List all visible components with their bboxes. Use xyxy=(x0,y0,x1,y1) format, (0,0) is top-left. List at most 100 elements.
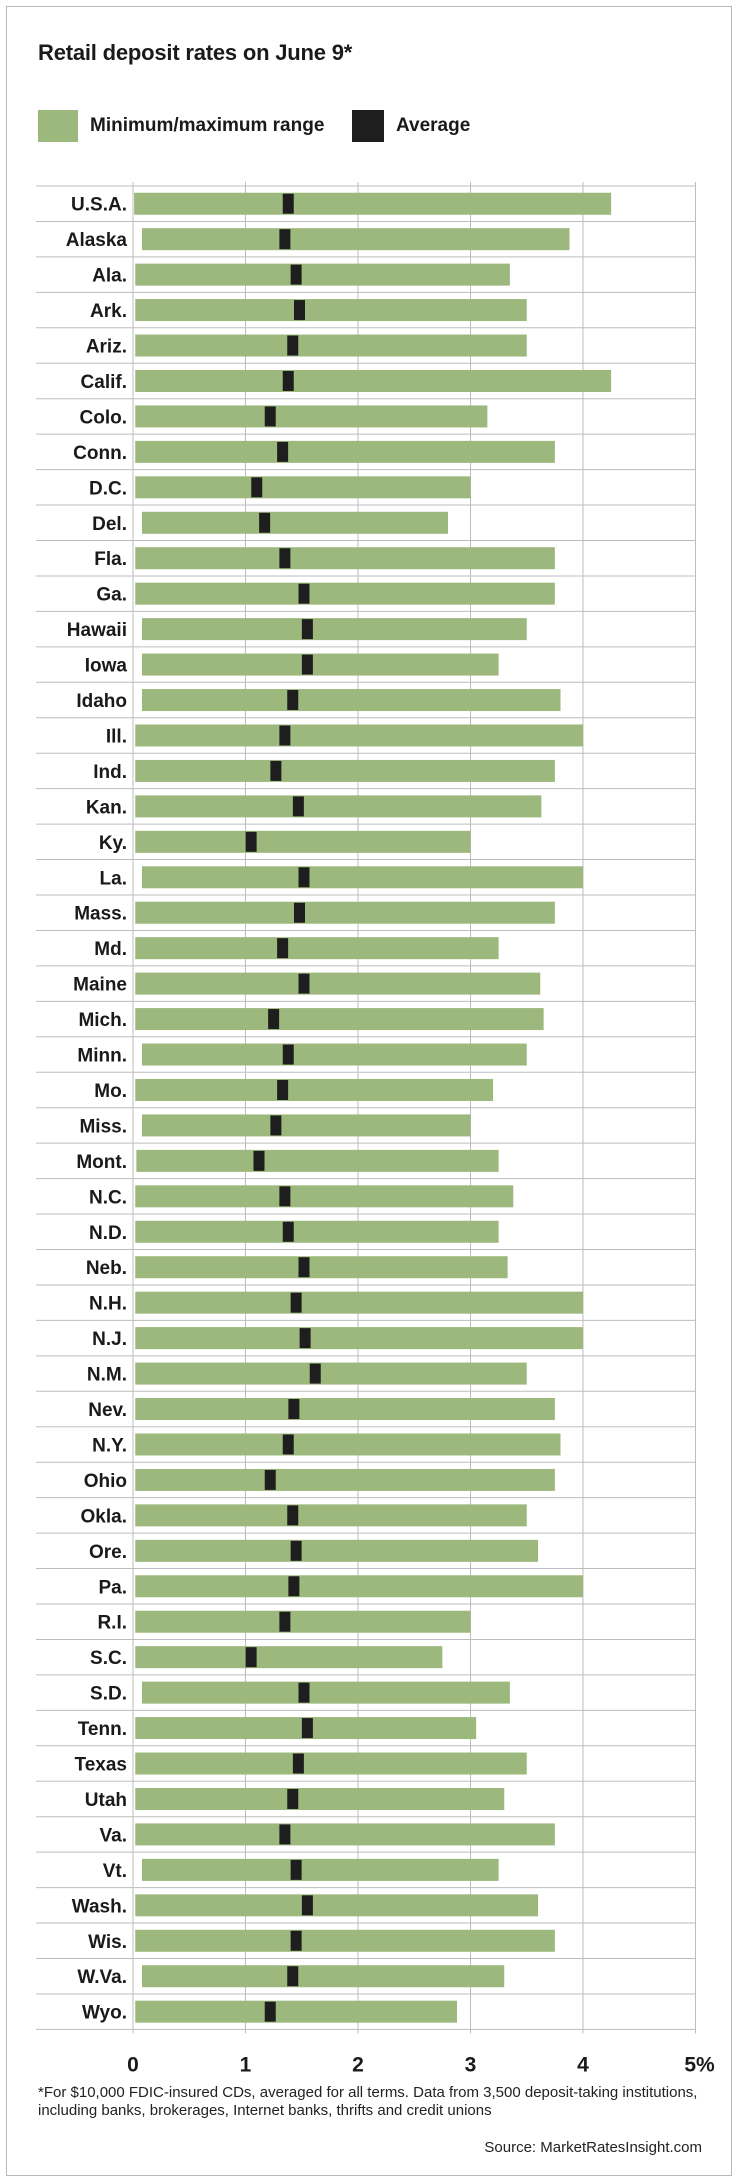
x-tick-label: 0 xyxy=(127,2053,139,2076)
category-label: Okla. xyxy=(81,1506,127,1527)
range-bar xyxy=(135,1008,544,1031)
average-marker xyxy=(282,1221,294,1242)
range-bar xyxy=(135,334,527,357)
category-label: Iowa xyxy=(85,656,128,677)
average-marker xyxy=(264,2001,276,2022)
average-marker xyxy=(292,1753,304,1774)
category-label: Hawaii xyxy=(67,620,127,641)
category-label: Mass. xyxy=(74,904,127,925)
category-label: Mich. xyxy=(78,1010,127,1031)
legend-range-swatch xyxy=(38,110,78,142)
average-marker xyxy=(298,1257,310,1278)
average-marker xyxy=(290,264,302,285)
range-bar xyxy=(135,795,542,818)
category-label: Wash. xyxy=(72,1896,127,1917)
range-bar xyxy=(135,1468,555,1491)
average-marker xyxy=(253,1150,265,1171)
range-bar xyxy=(135,1575,583,1598)
category-label: Minn. xyxy=(77,1046,127,1067)
range-bar xyxy=(135,1894,538,1917)
average-marker xyxy=(245,1647,257,1668)
average-marker xyxy=(282,1044,294,1065)
range-bar xyxy=(142,511,448,534)
range-bar xyxy=(135,476,471,499)
average-marker xyxy=(294,902,305,923)
x-tick-label: 4 xyxy=(577,2053,589,2076)
category-label: Md. xyxy=(94,939,127,960)
category-label: W.Va. xyxy=(77,1967,127,1988)
range-bar xyxy=(142,1043,527,1066)
average-marker xyxy=(277,441,289,462)
range-bar xyxy=(135,1929,555,1952)
category-label: Wis. xyxy=(88,1932,127,1953)
range-bar xyxy=(135,1646,443,1669)
legend-average-label: Average xyxy=(396,115,471,136)
x-tick-label: 1 xyxy=(240,2053,252,2076)
range-bar xyxy=(135,1504,527,1527)
category-label: N.H. xyxy=(89,1294,127,1315)
range-bar xyxy=(142,1114,471,1137)
footnote: *For $10,000 FDIC-insured CDs, averaged … xyxy=(38,2084,698,2119)
average-marker xyxy=(282,370,294,391)
category-label: S.C. xyxy=(90,1648,127,1669)
average-marker xyxy=(309,1363,321,1384)
range-bar xyxy=(142,653,499,676)
category-label: Utah xyxy=(85,1790,127,1811)
average-marker xyxy=(287,690,299,711)
range-bar xyxy=(135,1362,527,1385)
range-bar xyxy=(135,1823,555,1846)
range-bar xyxy=(135,369,612,392)
range-bar xyxy=(135,724,583,747)
average-marker xyxy=(294,300,305,321)
average-marker xyxy=(301,1895,313,1916)
range-bar xyxy=(135,1787,505,1810)
average-marker xyxy=(279,725,291,746)
category-label: Ariz. xyxy=(86,337,127,358)
source-credit: Source: MarketRatesInsight.com xyxy=(484,2139,702,2156)
category-label: Maine xyxy=(73,975,127,996)
average-marker xyxy=(282,1434,294,1455)
legend-average-swatch xyxy=(352,110,384,142)
average-marker xyxy=(301,1718,313,1739)
category-label: Tenn. xyxy=(78,1719,127,1740)
range-bar xyxy=(135,1220,499,1243)
category-label: Va. xyxy=(100,1825,127,1846)
range-bar xyxy=(135,937,499,960)
range-bar xyxy=(134,192,612,215)
x-tick-label: 2 xyxy=(352,2053,364,2076)
average-marker xyxy=(301,619,313,640)
chart-title: Retail deposit rates on June 9* xyxy=(38,40,353,65)
category-label: N.C. xyxy=(89,1187,127,1208)
average-marker xyxy=(298,973,310,994)
average-marker xyxy=(270,1115,282,1136)
average-marker xyxy=(264,1469,276,1490)
x-tick-label: 5% xyxy=(684,2053,715,2076)
average-marker xyxy=(298,583,310,604)
category-label: Calif. xyxy=(81,372,127,393)
range-bar xyxy=(142,866,583,889)
range-bar xyxy=(135,1256,508,1279)
category-label: Vt. xyxy=(103,1861,127,1882)
category-label: Mo. xyxy=(94,1081,127,1102)
category-label: N.D. xyxy=(89,1223,127,1244)
category-label: Pa. xyxy=(98,1577,127,1598)
average-marker xyxy=(299,1328,311,1349)
category-label: Kan. xyxy=(86,797,127,818)
average-marker xyxy=(287,335,299,356)
range-bar xyxy=(142,1965,505,1988)
category-label: Idaho xyxy=(76,691,127,712)
range-bar xyxy=(135,2000,457,2023)
range-bar xyxy=(135,1610,471,1633)
range-bar xyxy=(135,1185,514,1208)
range-bar xyxy=(135,405,488,428)
range-bar xyxy=(135,1752,527,1775)
category-label: Ind. xyxy=(93,762,127,783)
range-bar xyxy=(135,1291,583,1314)
average-marker xyxy=(287,1788,299,1809)
category-label: Ohio xyxy=(84,1471,127,1492)
range-bar xyxy=(135,1398,555,1421)
category-label: D.C. xyxy=(89,478,127,499)
range-bar xyxy=(135,1327,583,1350)
average-marker xyxy=(288,1399,300,1420)
